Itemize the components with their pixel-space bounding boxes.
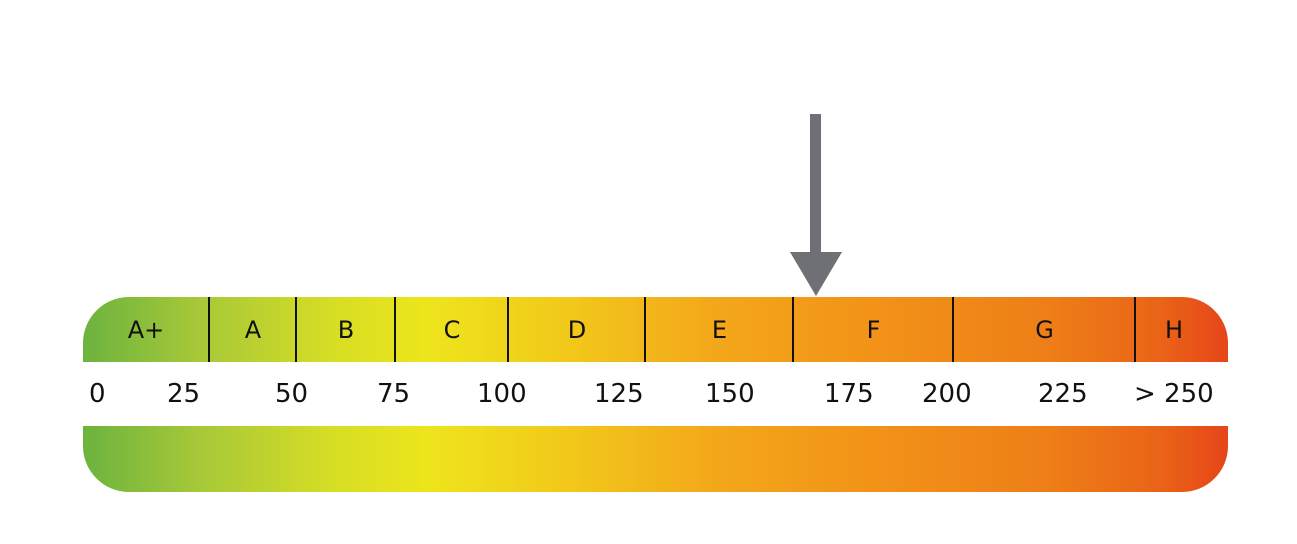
tick-label: 125 xyxy=(594,379,644,409)
class-label-f: F xyxy=(866,315,881,344)
class-label-g: G xyxy=(1035,315,1054,344)
tick-label: 50 xyxy=(275,379,309,409)
class-divider xyxy=(952,297,954,362)
class-divider xyxy=(295,297,297,362)
tick-label: 200 xyxy=(922,379,972,409)
tick-label: 225 xyxy=(1038,379,1088,409)
indicator-arrow-head xyxy=(790,252,842,296)
tick-label: 75 xyxy=(377,379,411,409)
tick-label: 150 xyxy=(705,379,755,409)
class-label-e: E xyxy=(711,315,728,344)
class-divider xyxy=(394,297,396,362)
class-label-a-plus: A+ xyxy=(127,315,165,344)
class-label-d: D xyxy=(567,315,587,344)
class-divider xyxy=(1134,297,1136,362)
class-band: A+ A B C D E F G H xyxy=(83,297,1228,362)
tick-label: 175 xyxy=(824,379,874,409)
tick-label: 100 xyxy=(477,379,527,409)
energy-rating-scale: A+ A B C D E F G H 0 25 50 75 100 125 15… xyxy=(83,297,1228,492)
class-divider xyxy=(507,297,509,362)
value-tick-band: 0 25 50 75 100 125 150 175 200 225 > 250 xyxy=(83,362,1228,426)
tick-label: 0 xyxy=(89,379,106,409)
class-divider xyxy=(208,297,210,362)
tick-label: > 250 xyxy=(1134,379,1214,409)
class-label-h: H xyxy=(1164,315,1184,344)
class-divider xyxy=(644,297,646,362)
indicator-arrow-shaft xyxy=(810,114,821,256)
class-label-c: C xyxy=(443,315,461,344)
class-divider xyxy=(792,297,794,362)
tick-label: 25 xyxy=(167,379,201,409)
indicator-arrow-icon xyxy=(790,114,842,296)
class-label-a: A xyxy=(244,315,262,344)
class-label-b: B xyxy=(337,315,355,344)
